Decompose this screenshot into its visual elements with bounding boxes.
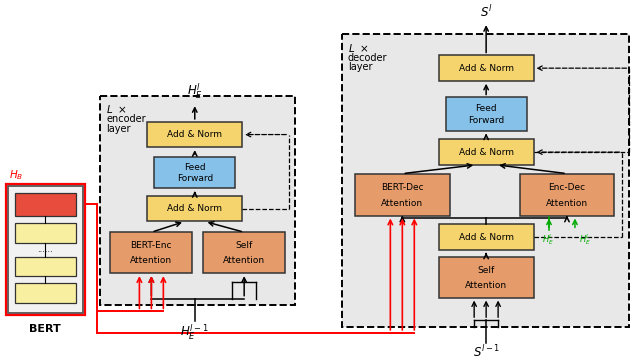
Text: BERT-Dec: BERT-Dec <box>381 183 424 192</box>
FancyBboxPatch shape <box>355 174 450 215</box>
Text: $H_E^L$: $H_E^L$ <box>542 232 554 247</box>
Text: Add & Norm: Add & Norm <box>459 64 514 73</box>
Text: Self: Self <box>236 241 253 250</box>
Text: Attention: Attention <box>131 256 172 265</box>
Text: Attention: Attention <box>381 198 424 207</box>
FancyBboxPatch shape <box>439 139 534 165</box>
Text: $H_E^L$: $H_E^L$ <box>579 232 591 247</box>
Text: BERT-Enc: BERT-Enc <box>131 241 172 250</box>
Text: $L\ \times$: $L\ \times$ <box>348 42 369 54</box>
FancyBboxPatch shape <box>100 95 295 305</box>
FancyBboxPatch shape <box>520 174 614 215</box>
FancyBboxPatch shape <box>15 223 76 243</box>
Text: Feed: Feed <box>476 104 497 113</box>
FancyBboxPatch shape <box>147 196 242 221</box>
Text: layer: layer <box>106 124 131 134</box>
Text: Self: Self <box>477 266 495 275</box>
FancyBboxPatch shape <box>15 193 76 215</box>
Text: Add & Norm: Add & Norm <box>167 204 222 213</box>
FancyBboxPatch shape <box>445 98 527 131</box>
Text: decoder: decoder <box>348 52 387 63</box>
Text: Attention: Attention <box>546 198 588 207</box>
Text: Forward: Forward <box>468 116 504 125</box>
Text: $L\ \times$: $L\ \times$ <box>106 103 127 115</box>
FancyBboxPatch shape <box>439 224 534 250</box>
Text: BERT: BERT <box>29 324 61 334</box>
Text: ......: ...... <box>37 245 53 254</box>
Text: Attention: Attention <box>465 281 508 290</box>
FancyBboxPatch shape <box>439 55 534 81</box>
Text: Add & Norm: Add & Norm <box>167 130 222 139</box>
FancyBboxPatch shape <box>154 157 235 188</box>
Text: $H_B$: $H_B$ <box>9 169 23 182</box>
Text: $H_E^{l-1}$: $H_E^{l-1}$ <box>180 323 209 343</box>
FancyBboxPatch shape <box>204 232 285 273</box>
Text: Enc-Dec: Enc-Dec <box>548 183 586 192</box>
Text: Feed: Feed <box>184 163 205 172</box>
Text: Attention: Attention <box>223 256 265 265</box>
Text: Add & Norm: Add & Norm <box>459 233 514 242</box>
Text: encoder: encoder <box>106 114 146 124</box>
Text: $S^l$: $S^l$ <box>480 4 492 20</box>
FancyBboxPatch shape <box>8 186 83 313</box>
Text: $S^{l-1}$: $S^{l-1}$ <box>472 344 500 360</box>
FancyBboxPatch shape <box>439 257 534 298</box>
Text: layer: layer <box>348 62 372 72</box>
FancyBboxPatch shape <box>147 122 242 147</box>
FancyBboxPatch shape <box>15 283 76 302</box>
FancyBboxPatch shape <box>342 34 629 327</box>
FancyBboxPatch shape <box>15 257 76 276</box>
Text: Add & Norm: Add & Norm <box>459 148 514 157</box>
Text: Forward: Forward <box>177 174 213 183</box>
FancyBboxPatch shape <box>111 232 192 273</box>
Text: $H_E^l$: $H_E^l$ <box>187 82 203 101</box>
